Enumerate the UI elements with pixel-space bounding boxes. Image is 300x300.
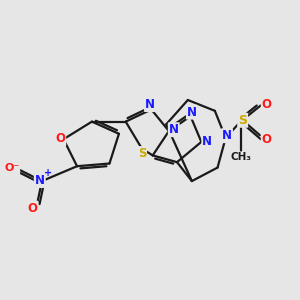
Text: CH₃: CH₃ <box>230 152 251 162</box>
Text: N: N <box>187 106 197 119</box>
Text: O⁻: O⁻ <box>4 164 19 173</box>
Text: O: O <box>262 133 272 146</box>
Text: O: O <box>55 132 65 145</box>
Text: N: N <box>35 174 45 187</box>
Text: +: + <box>44 168 52 178</box>
Text: S: S <box>238 114 247 127</box>
Text: N: N <box>202 135 212 148</box>
Text: O: O <box>28 202 38 214</box>
Text: O: O <box>262 98 272 111</box>
Text: N: N <box>222 129 232 142</box>
Text: S: S <box>138 147 146 160</box>
Text: N: N <box>169 123 179 136</box>
Text: N: N <box>145 98 155 111</box>
